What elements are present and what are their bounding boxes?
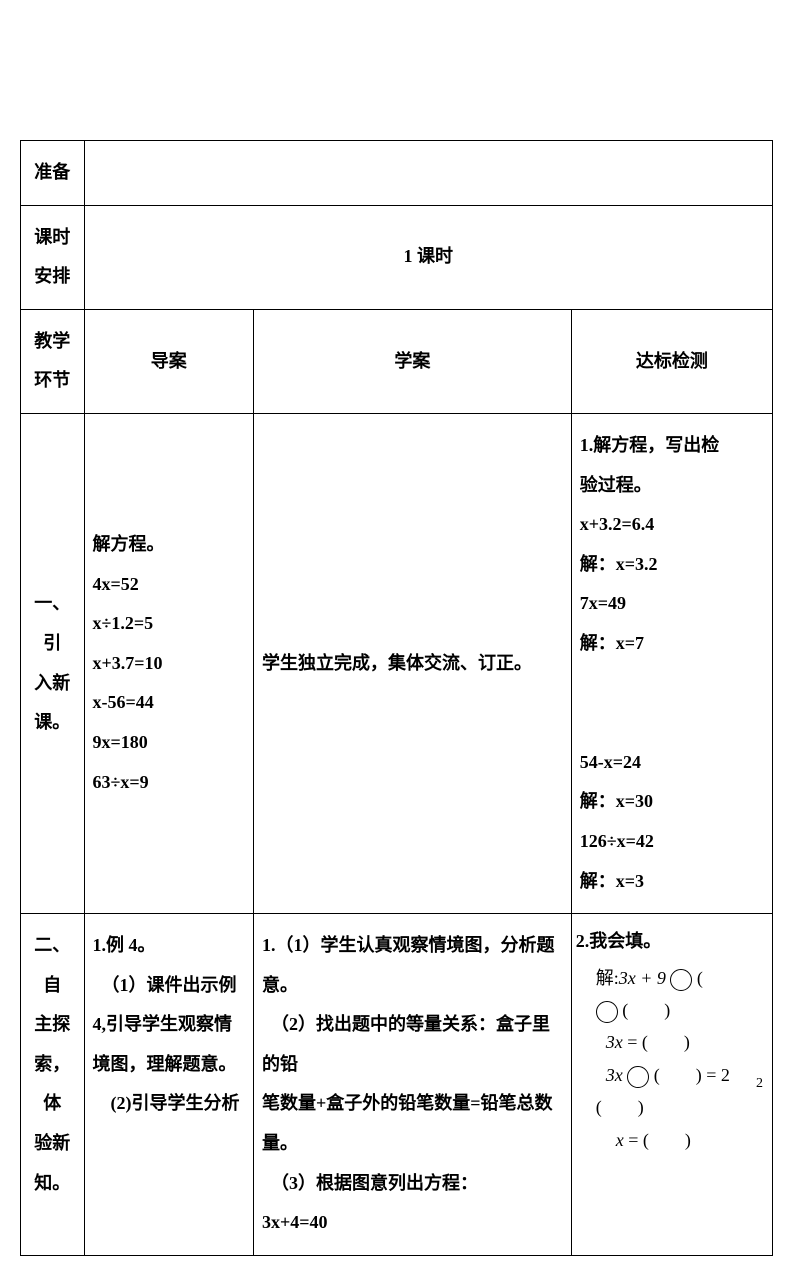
section1-dabiao: 1.解方程，写出检验过程。x+3.2=6.4解：x=3.27x=49解：x=75… <box>571 413 772 913</box>
header-row: 教学环节 导案 学案 达标检测 <box>21 309 773 413</box>
section1-daoan: 解方程。4x=52x÷1.2=5x+3.7=10x-56=449x=18063÷… <box>84 413 253 913</box>
schedule-row: 课时安排 1 课时 <box>21 205 773 309</box>
header-label: 教学环节 <box>21 309 85 413</box>
math-line-5: ( ) <box>576 1091 768 1123</box>
math-line-6: x = ( ) <box>576 1124 768 1156</box>
section1-row: 一、引入新课。 解方程。4x=52x÷1.2=5x+3.7=10x-56=449… <box>21 413 773 913</box>
header-xuean: 学案 <box>253 309 571 413</box>
section2-xuean: 1.（1）学生认真观察情境图，分析题意。 （2）找出题中的等量关系：盒子里的铅笔… <box>253 914 571 1256</box>
circle-icon <box>670 969 692 991</box>
circle-icon <box>627 1066 649 1088</box>
circle-icon <box>596 1001 618 1023</box>
math-line-3: 3x = ( ) <box>576 1026 768 1058</box>
section2-dabiao-title: 2.我会填。 <box>576 922 768 962</box>
section1-xuean: 学生独立完成，集体交流、订正。 <box>253 413 571 913</box>
math-line-1: 解:3x + 9 ( <box>576 962 768 994</box>
prep-content <box>84 141 772 206</box>
math-line-2: ( ) <box>576 994 768 1026</box>
page-number: 2 <box>756 1076 763 1092</box>
section2-row: 二、自主探索，体验新知。 1.例 4。 （1）课件出示例4,引导学生观察情境图，… <box>21 914 773 1256</box>
header-dabiao: 达标检测 <box>571 309 772 413</box>
schedule-label: 课时安排 <box>21 205 85 309</box>
lesson-plan-page: 准备 课时安排 1 课时 教学环节 导案 学案 达标检测 一、引入新课。 解方程… <box>0 0 793 1276</box>
section2-dabiao: 2.我会填。 解:3x + 9 ( ( ) 3x = ( ) 3x ( ) = … <box>571 914 772 1256</box>
lesson-plan-table: 准备 课时安排 1 课时 教学环节 导案 学案 达标检测 一、引入新课。 解方程… <box>20 140 773 1256</box>
header-daoan: 导案 <box>84 309 253 413</box>
prep-row: 准备 <box>21 141 773 206</box>
section2-daoan: 1.例 4。 （1）课件出示例4,引导学生观察情境图，理解题意。 (2)引导学生… <box>84 914 253 1256</box>
section1-dabiao-content: 1.解方程，写出检验过程。x+3.2=6.4解：x=3.27x=49解：x=75… <box>580 426 764 901</box>
section2-label: 二、自主探索，体验新知。 <box>21 914 85 1256</box>
section1-label: 一、引入新课。 <box>21 413 85 913</box>
schedule-content: 1 课时 <box>84 205 772 309</box>
prep-label: 准备 <box>21 141 85 206</box>
math-line-4: 3x ( ) = 2 <box>576 1059 768 1091</box>
